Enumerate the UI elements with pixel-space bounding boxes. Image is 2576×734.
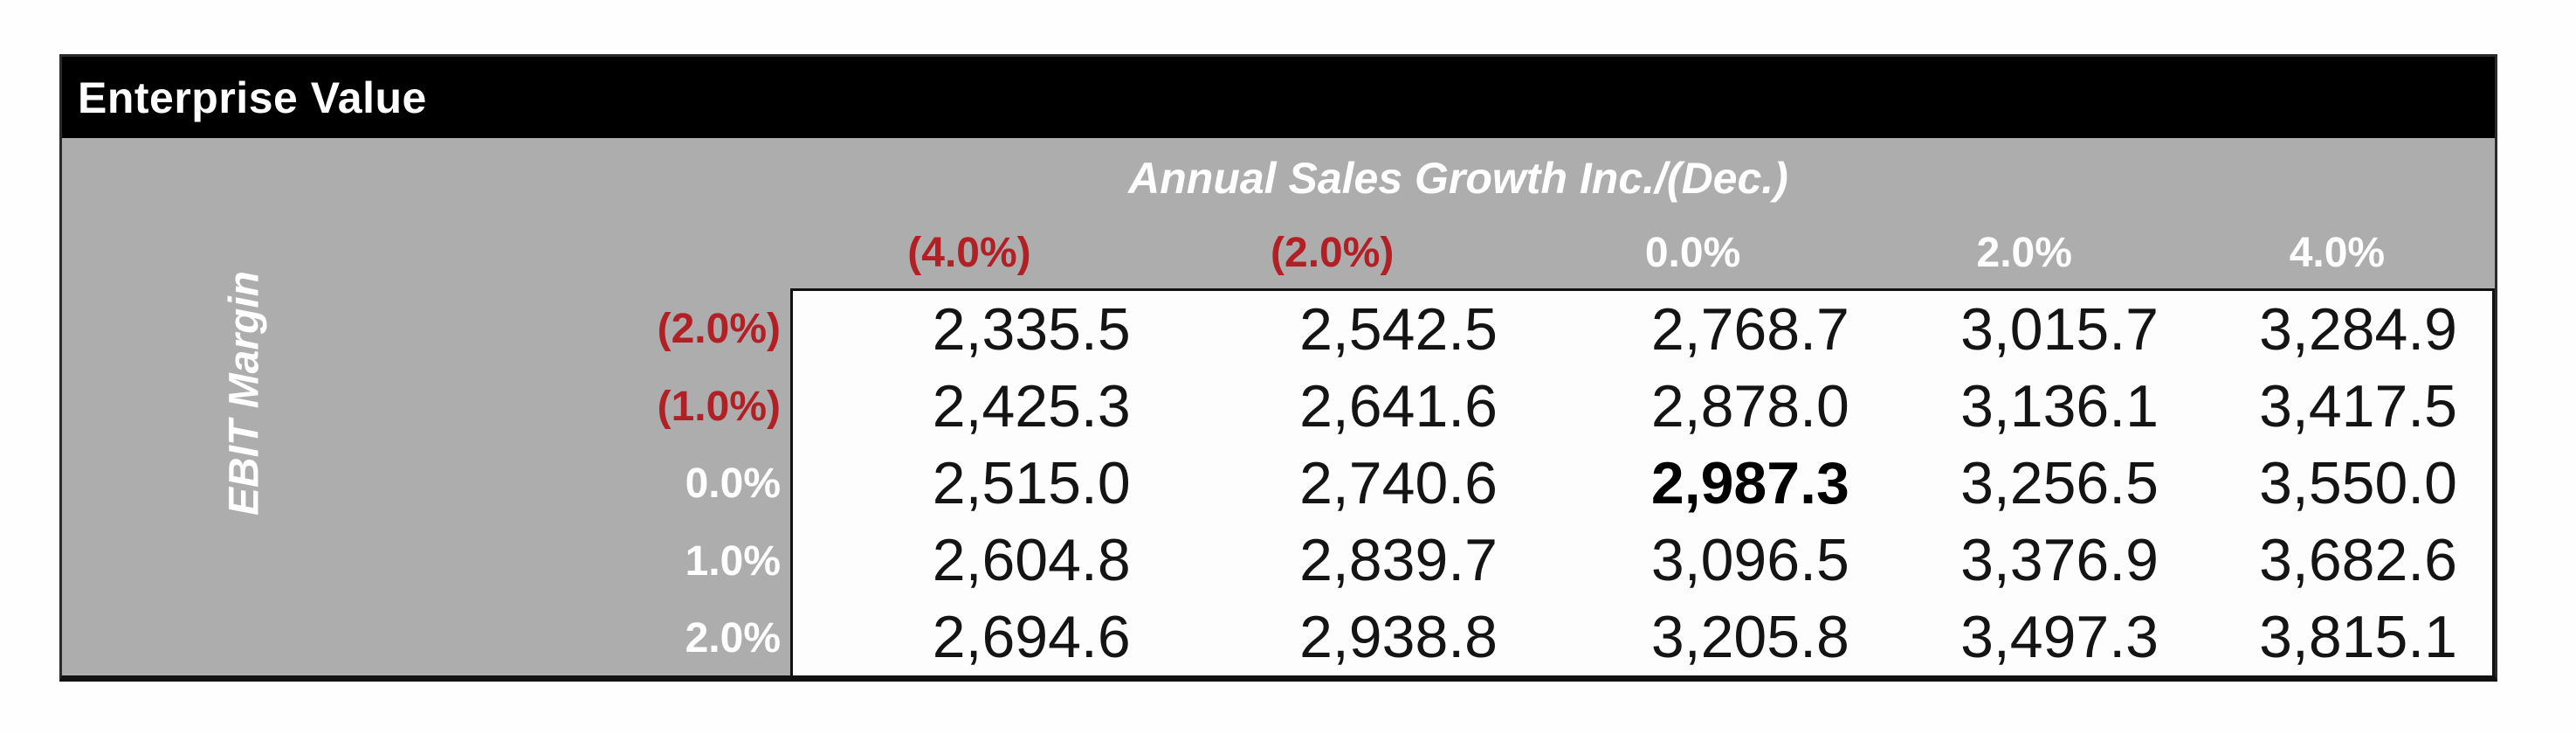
cell-r2-c3[interactable]: 3,256.5 (1960, 450, 2159, 516)
cell-r3-c1[interactable]: 2,839.7 (1299, 527, 1498, 593)
cell-r1-c0[interactable]: 2,425.3 (932, 373, 1131, 440)
row-header-2[interactable]: 0.0% (685, 460, 781, 508)
sensitivity-body: Annual Sales Growth Inc./(Dec.) (4.0%) (… (62, 138, 2495, 675)
cell-r3-c4[interactable]: 3,682.6 (2259, 527, 2457, 593)
ev-sensitivity-panel: Enterprise Value Annual Sales Growth Inc… (59, 54, 2497, 682)
cell-r2-c4[interactable]: 3,550.0 (2259, 450, 2457, 516)
row-headers-column: (2.0%) (1.0%) 0.0% 1.0% 2.0% (62, 291, 786, 678)
row-header-0[interactable]: (2.0%) (657, 306, 781, 352)
cell-r3-c3[interactable]: 3,376.9 (1960, 527, 2159, 593)
cell-r1-c3[interactable]: 3,136.1 (1960, 373, 2159, 440)
cell-r4-c3[interactable]: 3,497.3 (1960, 604, 2159, 670)
cell-r1-c1[interactable]: 2,641.6 (1299, 373, 1498, 440)
cell-r4-c1[interactable]: 2,938.8 (1299, 604, 1498, 670)
table-row: 2,335.5 2,542.5 2,768.7 3,015.7 3,284.9 (793, 291, 2492, 368)
column-headers-row: (4.0%) (2.0%) 0.0% 2.0% 4.0% (790, 224, 2495, 283)
cell-r2-c1[interactable]: 2,740.6 (1299, 450, 1498, 516)
data-grid: 2,335.5 2,542.5 2,768.7 3,015.7 3,284.9 … (790, 288, 2495, 675)
cell-r3-c0[interactable]: 2,604.8 (932, 527, 1131, 593)
table-row: 2,694.6 2,938.8 3,205.8 3,497.3 3,815.1 (793, 599, 2492, 675)
col-header-1[interactable]: (2.0%) (1271, 230, 1395, 276)
col-header-0[interactable]: (4.0%) (907, 230, 1031, 276)
col-header-3[interactable]: 2.0% (1976, 230, 2072, 276)
row-header-3[interactable]: 1.0% (685, 537, 781, 585)
cell-r1-c2[interactable]: 2,878.0 (1650, 373, 1849, 440)
column-axis-label: Annual Sales Growth Inc./(Dec.) (1128, 154, 1788, 203)
cell-r4-c4[interactable]: 3,815.1 (2259, 604, 2457, 670)
row-header-4[interactable]: 2.0% (685, 615, 781, 662)
table-row: 2,425.3 2,641.6 2,878.0 3,136.1 3,417.5 (793, 368, 2492, 445)
table-row: 2,515.0 2,740.6 2,987.3 3,256.5 3,550.0 (793, 445, 2492, 522)
cell-r2-c2-base-case[interactable]: 2,987.3 (1650, 450, 1849, 516)
cell-r0-c0[interactable]: 2,335.5 (932, 296, 1131, 363)
values-table: 2,335.5 2,542.5 2,768.7 3,015.7 3,284.9 … (793, 291, 2492, 675)
cell-r0-c4[interactable]: 3,284.9 (2259, 296, 2457, 363)
cell-r0-c2[interactable]: 2,768.7 (1650, 296, 1849, 363)
cell-r1-c4[interactable]: 3,417.5 (2259, 373, 2457, 440)
cell-r3-c2[interactable]: 3,096.5 (1650, 527, 1849, 593)
page-title: Enterprise Value (78, 73, 427, 122)
row-header-1[interactable]: (1.0%) (657, 383, 781, 430)
cell-r4-c2[interactable]: 3,205.8 (1650, 604, 1849, 670)
col-header-4[interactable]: 4.0% (2289, 230, 2386, 276)
cell-r0-c3[interactable]: 3,015.7 (1960, 296, 2159, 363)
title-bar: Enterprise Value (62, 57, 2495, 138)
table-row: 2,604.8 2,839.7 3,096.5 3,376.9 3,682.6 (793, 522, 2492, 599)
cell-r2-c0[interactable]: 2,515.0 (932, 450, 1131, 516)
col-header-2[interactable]: 0.0% (1644, 230, 1741, 276)
cell-r4-c0[interactable]: 2,694.6 (932, 604, 1131, 670)
cell-r0-c1[interactable]: 2,542.5 (1299, 296, 1498, 363)
